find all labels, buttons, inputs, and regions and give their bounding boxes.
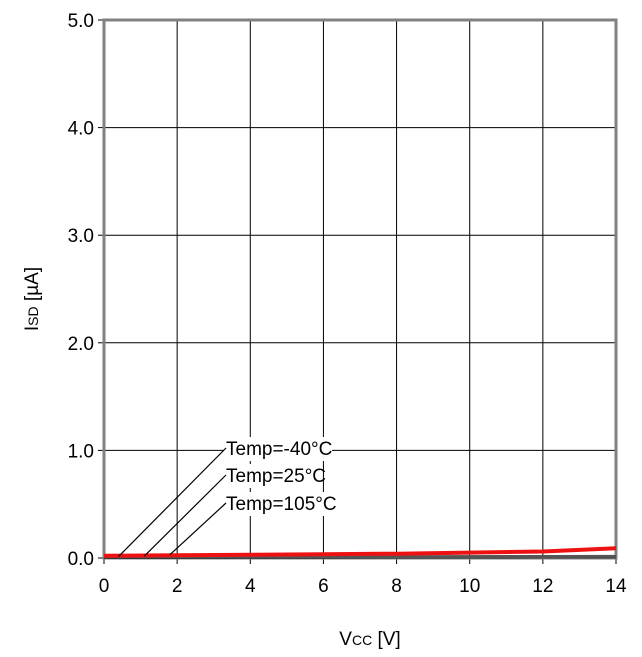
- annotation-bg: [224, 464, 322, 488]
- x-tick-label: 6: [318, 576, 329, 597]
- x-tick-label: 8: [391, 576, 402, 597]
- x-tick-label: 0: [99, 576, 110, 597]
- y-axis-label: ISD [µA]: [22, 267, 43, 331]
- x-tick-labels: 0 2 4 6 8 10 12 14: [99, 576, 627, 597]
- x-axis-label: VCC [V]: [339, 629, 400, 650]
- annotation-leader: [118, 447, 227, 557]
- x-axis-label-sub: CC: [352, 632, 372, 648]
- y-axis-label-unit: [µA]: [22, 267, 43, 306]
- annotation-label: Temp=105°C: [226, 494, 337, 515]
- y-tick-label: 2.0: [68, 334, 94, 355]
- annotation-bg: [224, 492, 332, 516]
- x-axis-label-main: V: [339, 629, 352, 650]
- y-tick-label: 0.0: [68, 549, 94, 570]
- x-tick-label: 2: [172, 576, 183, 597]
- x-axis-label-unit: [V]: [372, 629, 401, 650]
- annotation-bg: [224, 437, 332, 461]
- y-tick-label: 5.0: [68, 11, 94, 32]
- grid-lines: [98, 19, 617, 564]
- annotation-label: Temp=-40°C: [226, 439, 332, 460]
- y-tick-labels: 0.0 1.0 2.0 3.0 4.0 5.0: [68, 11, 94, 570]
- y-tick-label: 4.0: [68, 119, 94, 140]
- x-tick-label: 10: [459, 576, 480, 597]
- x-tick-label: 14: [605, 576, 627, 597]
- plot-frame: [102, 18, 618, 560]
- x-tick-label: 12: [532, 576, 553, 597]
- annotation-label: Temp=25°C: [226, 466, 326, 487]
- y-tick-label: 1.0: [68, 441, 94, 462]
- annotations: Temp=-40°C Temp=25°C Temp=105°C: [118, 437, 337, 557]
- x-tick-label: 4: [245, 576, 256, 597]
- series-group: [103, 546, 617, 559]
- y-tick-label: 3.0: [68, 226, 94, 247]
- series-line-2: [103, 546, 617, 558]
- annotation-leader: [143, 474, 227, 557]
- y-axis-label-main: I: [22, 326, 43, 331]
- annotation-leader: [169, 502, 227, 556]
- y-axis-label-sub: SD: [25, 306, 41, 325]
